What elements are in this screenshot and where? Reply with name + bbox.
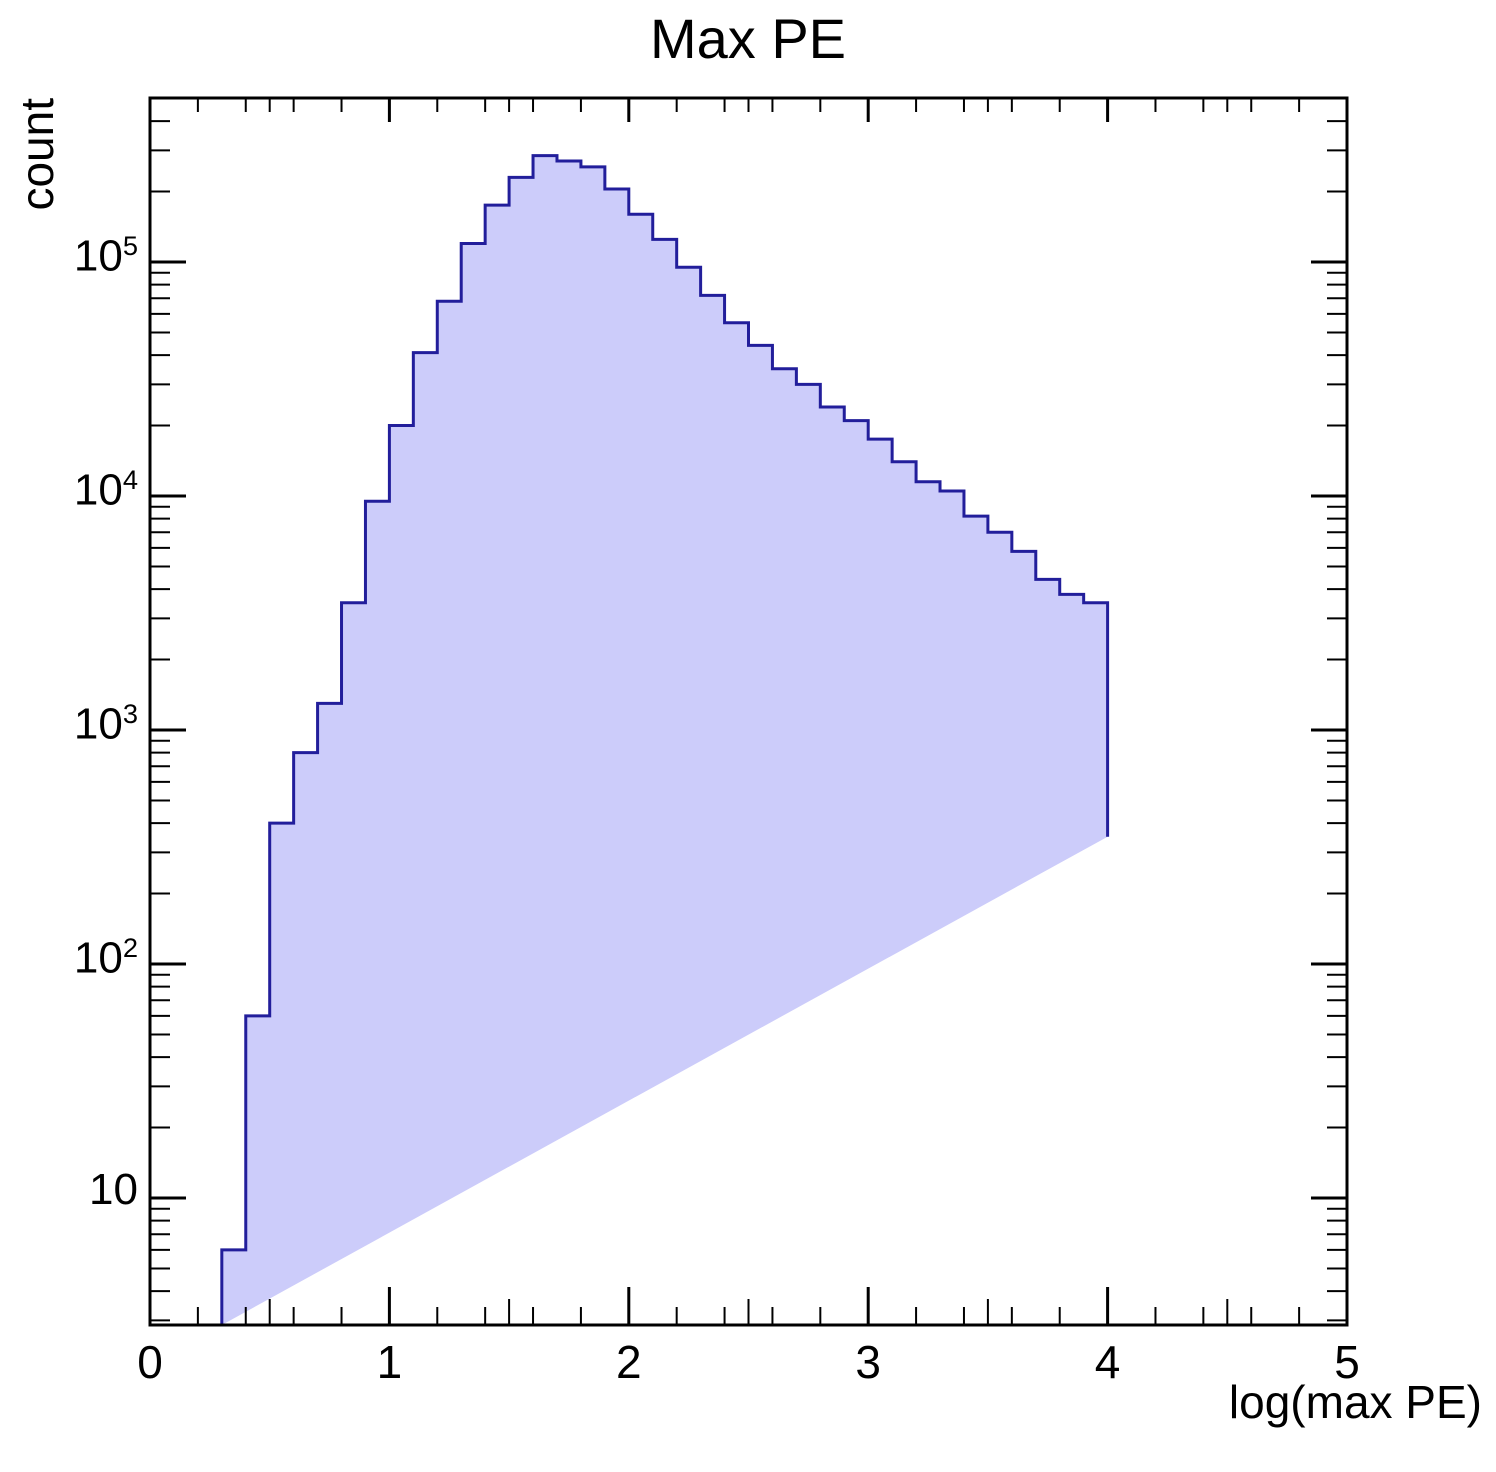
histogram-series	[220, 154, 1110, 1326]
y-tick-label: 10	[89, 1165, 138, 1214]
axis-ticks	[150, 98, 1347, 1325]
x-tick-label: 3	[855, 1336, 881, 1388]
x-tick-label: 1	[376, 1336, 403, 1388]
histogram-fill	[221, 155, 1108, 1326]
plot-frame	[148, 96, 1349, 1327]
histogram-outline	[220, 154, 1110, 1325]
x-tick-label: 5	[1334, 1336, 1360, 1388]
x-tick-label: 0	[137, 1336, 163, 1388]
y-tick-label: 105	[73, 230, 138, 281]
x-tick-label: 2	[616, 1336, 642, 1388]
x-tick-label: 4	[1094, 1336, 1121, 1388]
y-tick-label: 104	[73, 464, 138, 515]
y-tick-label: 102	[73, 932, 138, 983]
y-tick-label: 103	[73, 698, 138, 749]
chart-title: Max PE	[649, 7, 847, 70]
x-axis-title: log(max PE)	[1228, 1376, 1482, 1428]
